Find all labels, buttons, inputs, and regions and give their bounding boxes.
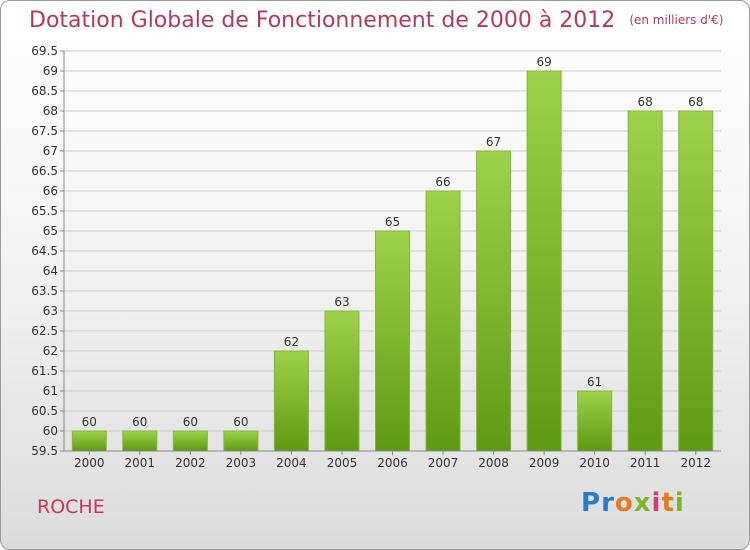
bar-value-label: 60 xyxy=(233,415,248,429)
bar-value-label: 68 xyxy=(688,95,703,109)
bar xyxy=(476,150,512,452)
y-tick-label: 69 xyxy=(43,64,58,78)
x-tick-label: 2003 xyxy=(226,456,257,470)
x-tick-label: 2011 xyxy=(630,456,661,470)
chart-title-text: Dotation Globale de Fonctionnement de 20… xyxy=(29,8,616,33)
y-tick-label: 66 xyxy=(43,184,58,198)
y-tick-label: 64 xyxy=(43,264,58,278)
bar-value-label: 62 xyxy=(284,335,299,349)
bar xyxy=(425,190,461,452)
bar xyxy=(223,430,259,452)
y-tick-label: 61.5 xyxy=(31,364,58,378)
bar-value-label: 60 xyxy=(132,415,147,429)
bar-value-label: 67 xyxy=(486,135,501,149)
bar xyxy=(324,310,360,452)
unit-label: (en milliers d'€) xyxy=(629,13,724,27)
bar-value-label: 69 xyxy=(536,55,551,69)
bar-value-label: 60 xyxy=(183,415,198,429)
x-tick-label: 2002 xyxy=(175,456,206,470)
logo-letter: i xyxy=(674,488,685,518)
y-tick-label: 65 xyxy=(43,224,58,238)
logo-letter: x xyxy=(633,488,652,518)
logo-letter: i xyxy=(651,488,662,518)
bar xyxy=(678,110,714,452)
x-tick-label: 2010 xyxy=(579,456,610,470)
x-tick-label: 2005 xyxy=(327,456,358,470)
y-tick-label: 62 xyxy=(43,344,58,358)
y-tick-label: 63.5 xyxy=(31,284,58,298)
y-tick-label: 68.5 xyxy=(31,84,58,98)
bar xyxy=(577,390,613,452)
bar xyxy=(71,430,107,452)
bar xyxy=(172,430,208,452)
x-tick-label: 2008 xyxy=(478,456,509,470)
bar xyxy=(122,430,158,452)
bar xyxy=(627,110,663,452)
bar-value-label: 63 xyxy=(334,295,349,309)
logo-letter: t xyxy=(661,488,675,518)
logo-letter: o xyxy=(614,488,634,518)
proxiti-logo: Proxiti xyxy=(581,488,685,518)
logo-letter: P xyxy=(581,488,602,518)
y-tick-label: 62.5 xyxy=(31,324,58,338)
chart-title: Dotation Globale de Fonctionnement de 20… xyxy=(29,8,723,33)
commune-name: ROCHE xyxy=(37,496,105,518)
y-tick-label: 60 xyxy=(43,424,58,438)
x-tick-label: 2000 xyxy=(74,456,105,470)
y-tick-label: 69.5 xyxy=(31,44,58,58)
logo-letter: r xyxy=(601,488,615,518)
y-tick-label: 64.5 xyxy=(31,244,58,258)
x-tick-label: 2004 xyxy=(276,456,307,470)
bar-value-label: 61 xyxy=(587,375,602,389)
x-tick-label: 2001 xyxy=(125,456,156,470)
x-tick-label: 2006 xyxy=(377,456,408,470)
y-tick-label: 61 xyxy=(43,384,58,398)
bar-value-label: 66 xyxy=(435,175,450,189)
y-tick-label: 66.5 xyxy=(31,164,58,178)
bar xyxy=(526,70,562,452)
bar xyxy=(375,230,410,452)
y-tick-label: 59.5 xyxy=(31,444,58,458)
y-tick-label: 60.5 xyxy=(31,404,58,418)
y-tick-label: 68 xyxy=(43,104,58,118)
y-tick-label: 63 xyxy=(43,304,58,318)
y-tick-label: 67 xyxy=(43,144,58,158)
bar-value-label: 68 xyxy=(638,95,653,109)
y-tick-label: 67.5 xyxy=(31,124,58,138)
y-tick-label: 65.5 xyxy=(31,204,58,218)
x-tick-label: 2009 xyxy=(529,456,560,470)
bar xyxy=(273,350,309,452)
bar-value-label: 65 xyxy=(385,215,400,229)
bar-value-label: 60 xyxy=(82,415,97,429)
x-tick-label: 2012 xyxy=(680,456,711,470)
x-tick-label: 2007 xyxy=(428,456,459,470)
